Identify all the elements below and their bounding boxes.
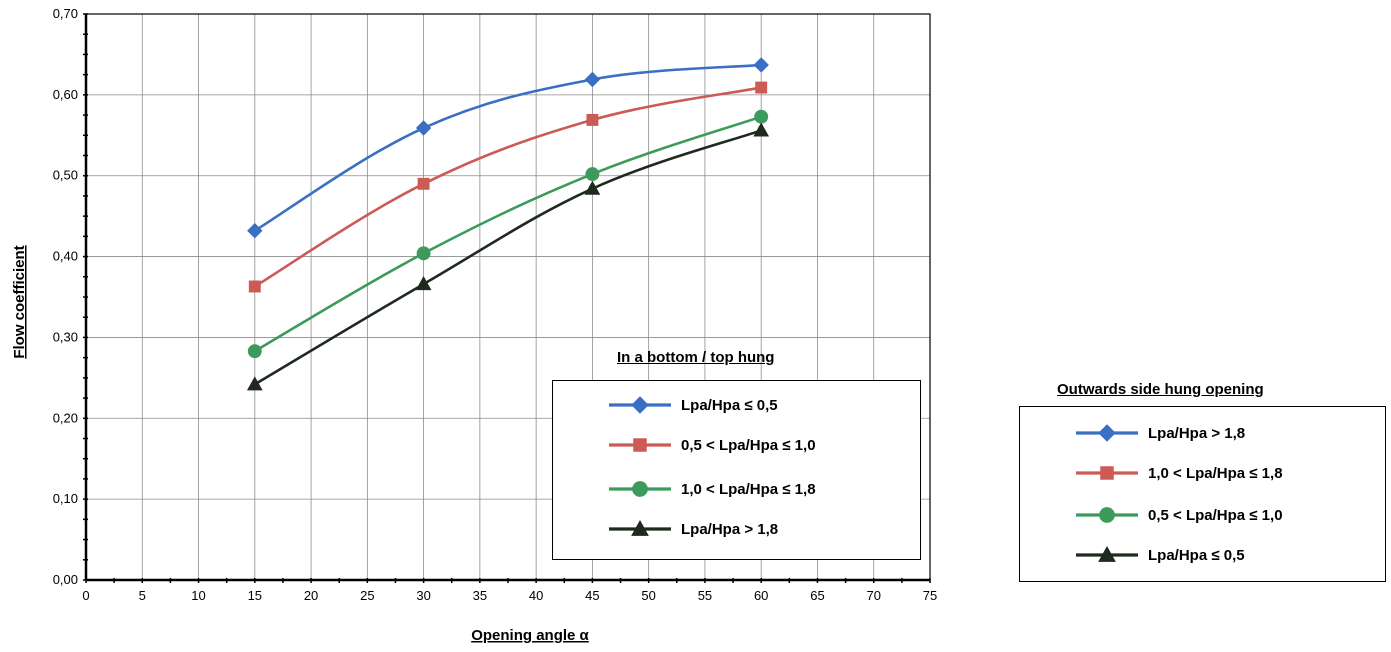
data-point-marker	[585, 167, 600, 182]
series-1	[247, 57, 769, 239]
legend-1-item-4: Lpa/Hpa > 1,8	[607, 517, 778, 541]
data-point-marker	[1098, 424, 1116, 442]
legend-swatch	[1074, 543, 1140, 567]
x-tick-label: 15	[248, 588, 262, 603]
data-point-marker	[584, 71, 601, 88]
y-tick-label: 0,30	[53, 329, 78, 344]
series-line	[254, 86, 762, 288]
legend-1-item-2: 0,5 < Lpa/Hpa ≤ 1,0	[607, 433, 816, 457]
x-tick-label: 45	[585, 588, 599, 603]
x-tick-label: 0	[82, 588, 89, 603]
y-tick-label: 0,60	[53, 87, 78, 102]
legend-swatch-graphic	[609, 396, 671, 414]
series-2	[248, 81, 768, 293]
x-tick-label: 40	[529, 588, 543, 603]
y-tick-label: 0,10	[53, 491, 78, 506]
x-tick-label: 55	[698, 588, 712, 603]
series-4	[246, 122, 770, 391]
legend-swatch-graphic	[609, 481, 671, 497]
legend-swatch-graphic	[1076, 507, 1138, 523]
x-tick-label: 60	[754, 588, 768, 603]
series-layer	[246, 57, 770, 391]
series-line	[254, 129, 762, 386]
legend-swatch	[1074, 461, 1140, 485]
series-3	[247, 109, 769, 359]
legend-1-item-1: Lpa/Hpa ≤ 0,5	[607, 393, 778, 417]
legend-label: Lpa/Hpa ≤ 0,5	[1148, 546, 1245, 564]
legend-label: 1,0 < Lpa/Hpa ≤ 1,8	[681, 480, 816, 498]
series-line	[254, 115, 762, 353]
x-tick-label: 75	[923, 588, 937, 603]
legend-swatch	[1074, 503, 1140, 527]
data-point-marker	[246, 376, 263, 391]
y-tick-label: 0,00	[53, 572, 78, 587]
x-tick-label: 35	[473, 588, 487, 603]
legend-2-item-2: 1,0 < Lpa/Hpa ≤ 1,8	[1074, 461, 1283, 485]
y-tick-label: 0,50	[53, 168, 78, 183]
legend-1-box: Lpa/Hpa ≤ 0,5 0,5 < Lpa/Hpa ≤ 1,0 1,0 < …	[552, 380, 921, 560]
data-point-marker	[417, 177, 430, 190]
legend-1-item-3: 1,0 < Lpa/Hpa ≤ 1,8	[607, 477, 816, 501]
data-point-marker	[753, 122, 770, 137]
data-point-marker	[1098, 545, 1116, 562]
x-tick-label: 70	[866, 588, 880, 603]
y-tick-label: 0,40	[53, 249, 78, 264]
data-point-marker	[631, 519, 649, 536]
x-tick-label: 30	[416, 588, 430, 603]
legend-2-item-3: 0,5 < Lpa/Hpa ≤ 1,0	[1074, 503, 1283, 527]
legend-label: 1,0 < Lpa/Hpa ≤ 1,8	[1148, 464, 1283, 482]
data-point-marker	[247, 222, 263, 239]
legend-swatch-graphic	[1076, 424, 1138, 442]
legend-1-title: In a bottom / top hung	[617, 349, 775, 366]
data-point-marker	[1100, 466, 1114, 480]
legend-swatch-graphic	[609, 519, 671, 536]
data-point-marker	[632, 481, 648, 497]
data-point-marker	[633, 438, 647, 452]
x-axis-title: Opening angle α	[471, 627, 589, 644]
legend-2-title: Outwards side hung opening	[1057, 381, 1264, 398]
x-tick-label: 25	[360, 588, 374, 603]
legend-swatch-graphic	[609, 438, 671, 452]
legend-swatch-graphic	[1076, 545, 1138, 562]
data-point-marker	[631, 396, 649, 414]
legend-swatch	[1074, 421, 1140, 445]
data-point-marker	[247, 344, 262, 359]
axes: 0 5 10 15 20 25 30 35 40 45 50 55 60 65 70 75 0,00 0,10 0,…	[53, 6, 938, 603]
legend-label: 0,5 < Lpa/Hpa ≤ 1,0	[681, 436, 816, 454]
x-tick-label: 5	[139, 588, 146, 603]
x-tick-label: 10	[191, 588, 205, 603]
legend-label: Lpa/Hpa ≤ 0,5	[681, 396, 778, 414]
x-tick-label: 50	[641, 588, 655, 603]
legend-swatch	[607, 477, 673, 501]
legend-swatch	[607, 393, 673, 417]
data-point-marker	[416, 246, 431, 261]
data-point-marker	[415, 276, 432, 291]
data-point-marker	[754, 109, 769, 124]
legend-label: 0,5 < Lpa/Hpa ≤ 1,0	[1148, 506, 1283, 524]
data-point-marker	[755, 81, 768, 94]
legend-swatch-graphic	[1076, 466, 1138, 480]
legend-2-box: Lpa/Hpa > 1,8 1,0 < Lpa/Hpa ≤ 1,8 0,5 < …	[1019, 406, 1386, 582]
series-line	[254, 63, 762, 232]
x-tick-label: 20	[304, 588, 318, 603]
x-tick-label: 65	[810, 588, 824, 603]
y-tick-label: 0,20	[53, 410, 78, 425]
y-axis-title: Flow coefficient	[11, 245, 28, 358]
legend-label: Lpa/Hpa > 1,8	[1148, 424, 1246, 442]
legend-swatch	[607, 517, 673, 541]
legend-label: Lpa/Hpa > 1,8	[681, 520, 779, 538]
legend-swatch	[607, 433, 673, 457]
data-point-marker	[753, 57, 769, 73]
legend-2-item-1: Lpa/Hpa > 1,8	[1074, 421, 1245, 445]
data-point-marker	[1099, 507, 1115, 523]
data-point-marker	[584, 180, 601, 195]
y-tick-label: 0,70	[53, 6, 78, 21]
legend-2-item-4: Lpa/Hpa ≤ 0,5	[1074, 543, 1245, 567]
data-point-marker	[415, 120, 432, 136]
data-point-marker	[248, 280, 261, 293]
data-point-marker	[586, 113, 599, 126]
